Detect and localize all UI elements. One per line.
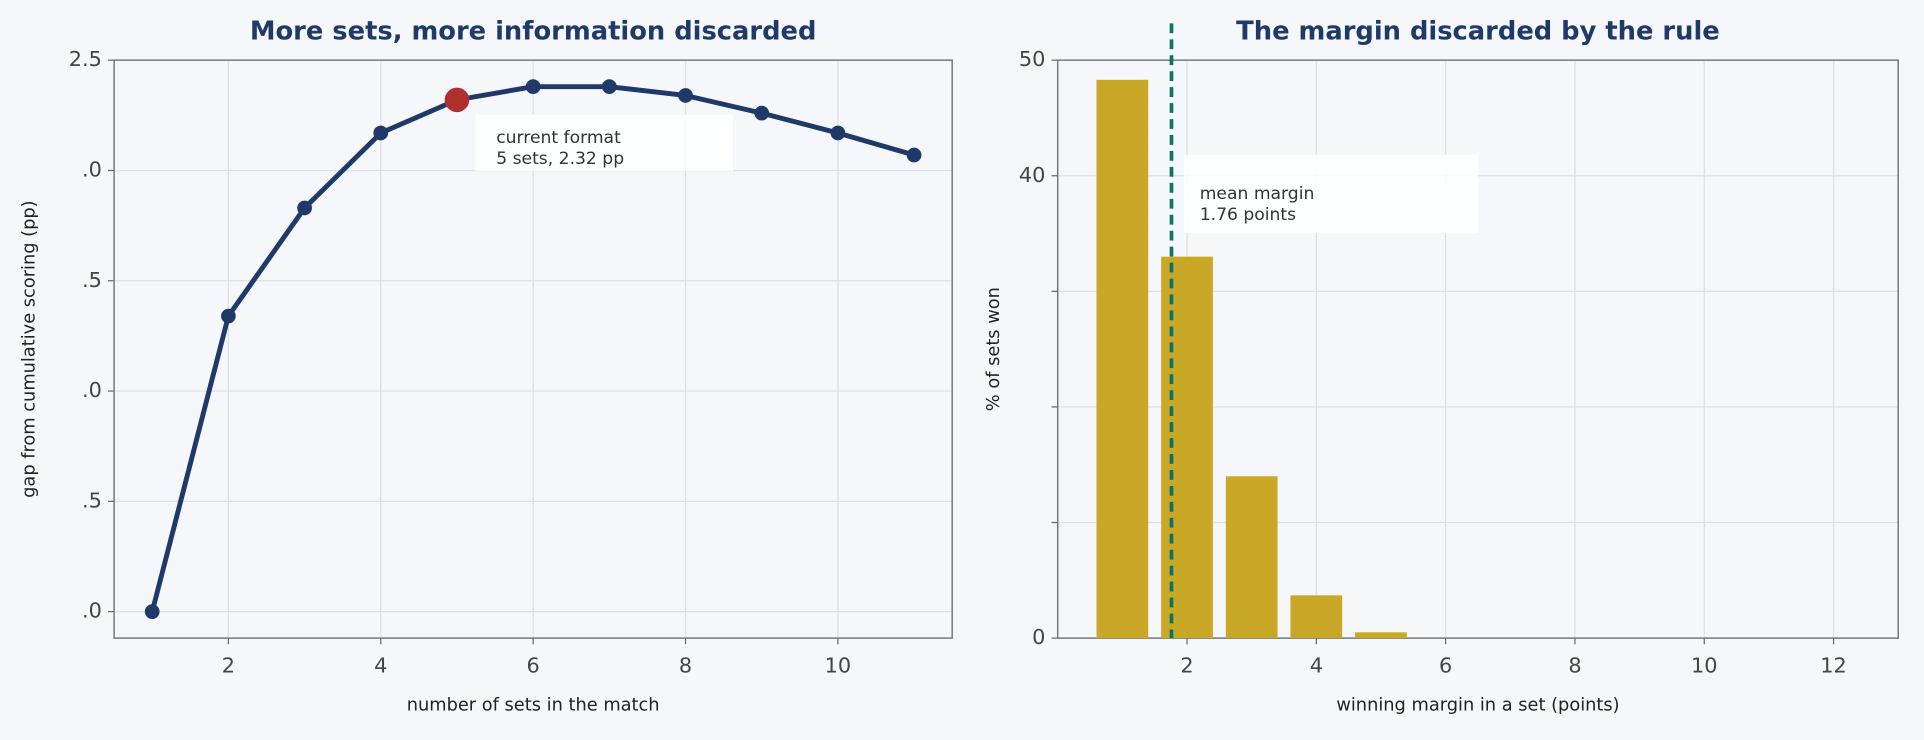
x-tick-label: 8: [1568, 653, 1581, 677]
y-tick-label: 50: [1019, 47, 1046, 71]
x-tick-label: 4: [1310, 653, 1323, 677]
x-tick-label: 6: [1439, 653, 1452, 677]
marker: [373, 125, 389, 141]
marker: [601, 79, 617, 95]
y-tick-label: 40: [1019, 163, 1046, 187]
chart-title: More sets, more information discarded: [250, 16, 817, 46]
annotation-box: [475, 114, 734, 172]
bar: [1161, 256, 1213, 639]
marker: [221, 308, 236, 324]
y-tick-label: .0: [82, 157, 102, 181]
bar: [1290, 595, 1343, 639]
highlight-marker: [444, 87, 470, 113]
marker: [906, 147, 922, 163]
y-axis-label: % of sets won: [983, 287, 1004, 411]
y-tick-label: .0: [82, 599, 102, 623]
y-tick-label: 2.5: [69, 47, 102, 71]
bar: [1096, 79, 1149, 639]
bar: [1225, 476, 1278, 639]
x-tick-label: 6: [527, 653, 540, 677]
bar: [1355, 632, 1407, 639]
marker: [678, 88, 693, 103]
x-tick-label: 2: [1180, 653, 1193, 677]
marker: [830, 125, 846, 141]
marker: [525, 79, 541, 95]
x-tick-label: 2: [222, 653, 235, 677]
plot-frame: [1056, 59, 1899, 639]
x-axis-label: winning margin in a set (points): [1336, 695, 1619, 716]
y-tick-label: .5: [82, 268, 102, 292]
x-tick-label: 10: [1691, 653, 1718, 677]
annotation-text: 5 sets, 2.32 pp: [496, 149, 624, 169]
y-tick-label: 0: [1032, 625, 1045, 649]
annotation-text: current format: [496, 128, 621, 148]
marker: [297, 200, 312, 216]
annotation-text: mean margin: [1200, 184, 1315, 204]
y-axis-label: gap from cumulative scoring (pp): [18, 200, 39, 497]
annotation-text: 1.76 points: [1200, 205, 1296, 225]
x-tick-label: 12: [1820, 653, 1847, 677]
annotation-box: [1183, 154, 1479, 234]
marker: [144, 604, 160, 620]
y-tick-label: .5: [82, 488, 102, 512]
x-tick-label: 4: [374, 653, 387, 677]
y-tick-label: .0: [82, 378, 102, 402]
x-axis-label: number of sets in the match: [407, 695, 660, 716]
marker: [754, 105, 770, 121]
chart-title: The margin discarded by the rule: [1236, 16, 1720, 46]
x-tick-label: 10: [825, 653, 852, 677]
plot-frame: [113, 59, 953, 639]
x-tick-label: 8: [679, 653, 692, 677]
